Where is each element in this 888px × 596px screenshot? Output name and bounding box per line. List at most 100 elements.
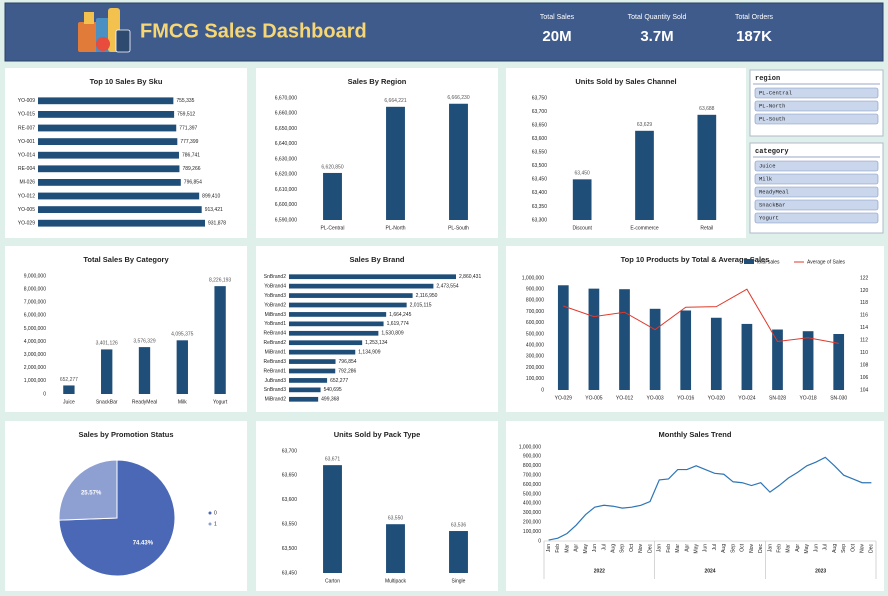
value-label: 755,335 (176, 98, 194, 104)
category-label: PL-Central (321, 225, 345, 231)
bar (38, 206, 202, 213)
category-label: RE-004 (18, 166, 35, 172)
value-label: 786,741 (182, 153, 200, 159)
x-tick-label: Mar (564, 544, 570, 553)
bar (176, 340, 188, 394)
value-label: 1,530,809 (381, 331, 403, 337)
x-tick-label: Nov (638, 544, 644, 553)
slicer-item[interactable] (754, 100, 879, 112)
value-label: 652,277 (60, 377, 78, 383)
kpi-value: 20M (542, 28, 571, 45)
group-label: 2023 (815, 568, 826, 574)
x-tick-label: Feb (666, 544, 672, 553)
legend-label: 1 (214, 521, 217, 527)
x-tick-label: Aug (832, 544, 838, 553)
y-tick-label: 900,000 (523, 454, 541, 460)
slicer-item-label[interactable]: Juice (759, 162, 776, 169)
y-tick-label: 9,000,000 (24, 273, 46, 279)
y-tick-label: 200,000 (523, 520, 541, 526)
slicer-item[interactable] (754, 160, 879, 172)
slicer-item[interactable] (754, 186, 879, 198)
y-tick-label: 108 (860, 362, 869, 368)
slicer-item-label[interactable]: PL-South (759, 115, 785, 122)
y-tick-label: 800,000 (526, 298, 544, 304)
y-tick-label: 122 (860, 275, 869, 281)
bar (289, 283, 434, 289)
category-label: SnBrand3 (264, 387, 286, 393)
legend-swatch (744, 259, 754, 264)
trend-line (548, 456, 872, 541)
y-tick-label: 400,000 (523, 501, 541, 507)
slicer-item[interactable] (754, 87, 879, 99)
slicer-title: category (755, 148, 789, 156)
slicer-item-label[interactable]: PL-North (759, 102, 785, 109)
bar (289, 396, 319, 402)
kpi-label: Total Sales (540, 14, 575, 21)
category-label: SN-030 (830, 395, 847, 401)
value-label: 6,664,221 (384, 98, 406, 104)
slicer-item-label[interactable]: PL-Central (759, 89, 792, 96)
slicer-item-label[interactable]: Yogurt (759, 214, 779, 221)
x-tick-label: May (804, 544, 810, 554)
category-label: Discount (572, 225, 592, 231)
slicer-item[interactable] (754, 212, 879, 224)
pie-slice (58, 459, 118, 521)
y-tick-label: 800,000 (523, 463, 541, 469)
category-label: YO-005 (18, 207, 35, 213)
bar (289, 330, 379, 336)
panels: Top 10 Sales By Sku YO-009 755,335 YO-015 75… (5, 68, 884, 591)
y-tick-label: 104 (860, 387, 869, 393)
y-tick-label: 112 (860, 338, 868, 344)
bar (289, 312, 387, 317)
slicer-item-label[interactable]: ReadyMeal (759, 188, 789, 195)
x-tick-label: Jun (703, 544, 709, 552)
category-label: ReBrand1 (263, 368, 286, 374)
category-label: ReBrand3 (263, 359, 286, 365)
y-tick-label: 63,600 (282, 497, 298, 503)
slicer-item-label[interactable]: SnackBar (759, 201, 785, 208)
pie-slice (58, 459, 176, 577)
x-tick-label: Aug (721, 544, 727, 553)
y-tick-label: 500,000 (526, 331, 544, 337)
category-label: PL-North (385, 225, 405, 231)
x-tick-label: Apr (795, 544, 801, 552)
x-tick-label: Apr (684, 544, 690, 552)
legend-label: 0 (214, 510, 217, 516)
y-tick-label: 6,000,000 (24, 313, 46, 319)
y-tick-label: 600,000 (523, 482, 541, 488)
x-tick-label: Dec (758, 544, 764, 553)
chart-title: Top 10 Sales By Sku (90, 77, 163, 86)
header-icon (78, 8, 131, 53)
bar (289, 340, 363, 346)
slicer-item[interactable] (754, 113, 879, 125)
x-tick-label: Dec (869, 544, 875, 553)
y-tick-label: 700,000 (523, 473, 541, 479)
category-label: ReBrand4 (263, 331, 286, 337)
bar (772, 329, 783, 390)
slicer-item[interactable] (754, 199, 879, 211)
category-label: MiBrand1 (265, 349, 287, 355)
bar (680, 310, 692, 390)
y-tick-label: 63,500 (532, 163, 548, 169)
bar (138, 347, 151, 394)
value-label: 63,550 (388, 516, 404, 522)
category-label: YO-005 (585, 395, 602, 401)
value-label: 899,410 (202, 193, 220, 199)
average-line (563, 288, 839, 344)
y-tick-label: 63,550 (532, 150, 548, 156)
legend-swatch (208, 511, 212, 515)
legend-label: Average of Sales (807, 259, 845, 265)
category-label: ReBrand2 (263, 340, 286, 346)
x-tick-label: Oct (740, 543, 746, 551)
y-tick-label: 700,000 (526, 309, 544, 315)
category-label: ReadyMeal (132, 399, 157, 405)
value-label: 74.43% (133, 541, 154, 547)
bar (101, 349, 113, 394)
chart-title: Sales by Promotion Status (78, 430, 173, 439)
y-tick-label: 1,000,000 (522, 275, 544, 281)
x-tick-label: Oct (629, 543, 635, 551)
slicer-item[interactable] (754, 173, 879, 185)
slicer-item-label[interactable]: Milk (759, 175, 773, 182)
chart-title: Monthly Sales Trend (659, 430, 732, 439)
